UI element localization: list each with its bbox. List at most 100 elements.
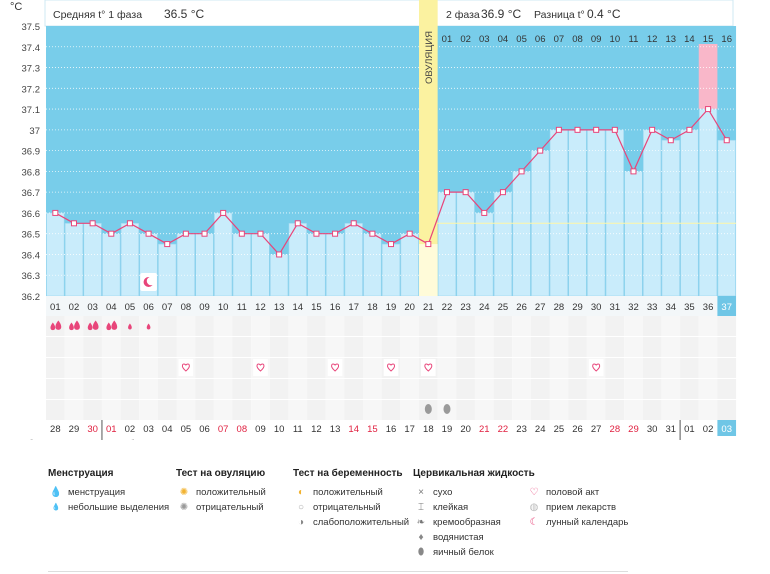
marker-cell — [232, 400, 252, 420]
marker-cell — [157, 316, 177, 336]
cycle-day-label: 03 — [87, 302, 98, 313]
spotting-drop-icon — [146, 323, 151, 330]
marker-cell — [251, 379, 270, 399]
y-tick-label: 36.4 — [22, 250, 41, 261]
legend-item: ◍ прием лекарств — [526, 500, 628, 515]
legend-item-label: половой акт — [546, 487, 600, 498]
marker-cell — [232, 316, 252, 336]
marker-cell — [101, 358, 121, 378]
watery-icon: ♦ — [418, 532, 424, 543]
legend-group-title: Тест на беременность — [293, 468, 403, 479]
marker-cell — [101, 379, 121, 399]
legend-item-label: лунный календарь — [546, 517, 629, 528]
legend-group-title — [526, 468, 628, 479]
cycle-day-label: 33 — [647, 302, 658, 313]
marker-cell — [661, 400, 681, 420]
marker-cell — [474, 337, 494, 357]
marker-cell — [698, 316, 718, 336]
cycle-day-label: 37 — [721, 302, 732, 313]
marker-cell — [698, 358, 718, 378]
temperature-point — [220, 209, 227, 216]
marker-cell — [195, 400, 214, 420]
marker-cell — [176, 379, 196, 399]
cycle-day-label: 16 — [330, 302, 341, 313]
egg-white-icon — [424, 404, 432, 414]
marker-cell — [419, 379, 438, 399]
marker-cell — [437, 379, 457, 399]
date-label: 28 — [610, 424, 621, 435]
marker-cell — [251, 316, 270, 336]
y-tick-label: 36.8 — [22, 167, 41, 178]
marker-cell — [568, 337, 587, 357]
marker-cell — [64, 337, 84, 357]
marker-cell — [493, 316, 513, 336]
marker-cell — [381, 400, 401, 420]
marker-cell — [549, 316, 569, 336]
bar-day-15 — [307, 233, 326, 297]
marker-cell — [400, 316, 419, 336]
date-label: 18 — [423, 424, 434, 435]
cycle-day-label: 04 — [106, 302, 117, 313]
drop-small-icon: 💧 — [51, 504, 61, 511]
date-label: 26 — [572, 424, 583, 435]
legend-item-label: отрицательный — [196, 502, 264, 513]
marker-cell — [549, 400, 569, 420]
y-tick-label: 36.9 — [22, 147, 41, 158]
temperature-point — [667, 137, 674, 144]
phase2-day-label: 13 — [665, 34, 676, 45]
marker-cell — [474, 316, 494, 336]
temperature-point — [705, 106, 712, 113]
heart-cell — [588, 359, 604, 376]
menstruation-drop-icon — [50, 322, 56, 331]
marker-cell — [586, 316, 606, 336]
date-label: 20 — [460, 424, 471, 435]
marker-cell — [512, 316, 531, 336]
marker-cell — [120, 337, 140, 357]
y-tick-label: 36.3 — [22, 271, 41, 282]
marker-cell — [157, 379, 177, 399]
legend-item: ⬮ яичный белок — [413, 545, 535, 560]
bar-day-03 — [83, 223, 102, 297]
date-row — [46, 420, 737, 436]
marker-cell — [120, 358, 140, 378]
y-tick-label: 37.3 — [22, 64, 41, 75]
ovulation-bar — [419, 244, 438, 296]
phase2-day-label: 12 — [647, 34, 658, 45]
date-label: 02 — [703, 424, 714, 435]
cycle-day-label: 36 — [703, 302, 714, 313]
marker-cell — [493, 379, 513, 399]
marker-cell — [400, 400, 419, 420]
heart-cell — [253, 359, 268, 376]
marker-cell — [232, 337, 252, 357]
date-label: 29 — [628, 424, 639, 435]
marker-cell — [344, 400, 364, 420]
date-label: 24 — [535, 424, 546, 435]
marker-cell — [661, 358, 681, 378]
pill-icon: ◍ — [529, 502, 539, 513]
legend-item-label: положительный — [196, 487, 266, 498]
diff-value: 0.4 °C — [587, 7, 621, 21]
marker-cell — [680, 358, 699, 378]
marker-cell — [101, 400, 121, 420]
legend-item-label: прием лекарств — [546, 502, 617, 513]
pregnancy-weak-icon: ◑ — [297, 517, 305, 528]
temperature-point — [332, 230, 339, 237]
y-tick-label: 36.7 — [22, 188, 41, 199]
temperature-point — [481, 209, 488, 216]
bar-day-13 — [269, 254, 289, 297]
cycle-day-label: 32 — [628, 302, 639, 313]
month-label: Ноябрь — [8, 438, 45, 440]
marker-cell — [530, 379, 550, 399]
marker-cell — [605, 379, 625, 399]
temperature-point — [238, 230, 245, 237]
marker-cell — [251, 337, 270, 357]
legend-item: × сухо — [413, 485, 535, 500]
marker-cell — [512, 337, 531, 357]
marker-cell — [605, 337, 625, 357]
heart-icon — [387, 363, 395, 372]
cycle-day-label: 18 — [367, 302, 378, 313]
marker-cell — [288, 400, 308, 420]
cycle-day-label: 12 — [255, 302, 266, 313]
marker-cell — [176, 400, 196, 420]
marker-cell — [661, 316, 681, 336]
